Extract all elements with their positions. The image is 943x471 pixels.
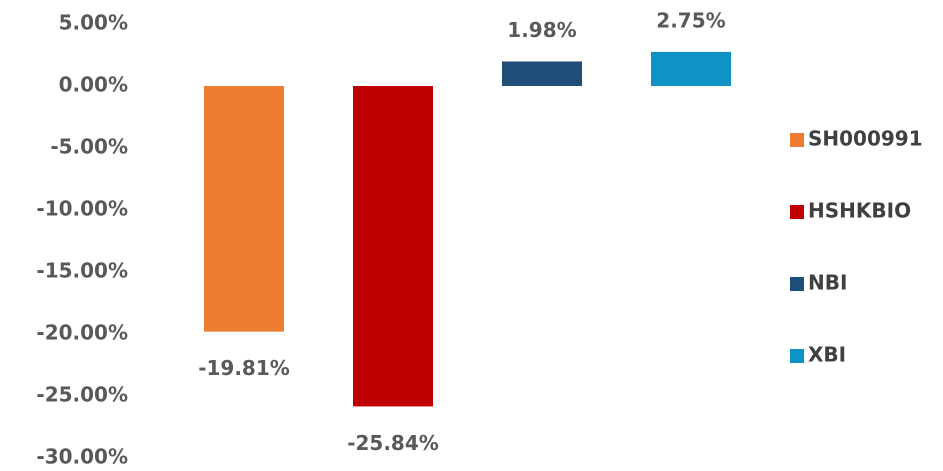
legend-label: HSHKBIO [808,199,911,223]
value-label: 2.75% [656,8,725,32]
y-tick-label: 5.00% [59,11,128,35]
y-tick-label: -5.00% [50,135,128,159]
y-tick-label: -15.00% [36,259,128,283]
legend-swatch [790,133,804,147]
legend-swatch [790,277,804,291]
bar [502,61,582,86]
y-tick-label: -25.00% [36,383,128,407]
legend-swatch [790,205,804,219]
legend-label: SH000991 [808,127,923,151]
legend-label: NBI [808,271,847,295]
bar [204,86,284,332]
legend-label: XBI [808,343,846,367]
value-label: -25.84% [347,431,439,455]
value-label: -19.81% [198,356,290,380]
value-label: 1.98% [507,18,576,42]
legend-swatch [790,349,804,363]
y-tick-label: -20.00% [36,321,128,345]
bar [651,51,731,86]
y-tick-label: -10.00% [36,197,128,221]
y-tick-label: 0.00% [59,73,128,97]
bar [353,86,433,407]
y-tick-label: -30.00% [36,445,128,469]
